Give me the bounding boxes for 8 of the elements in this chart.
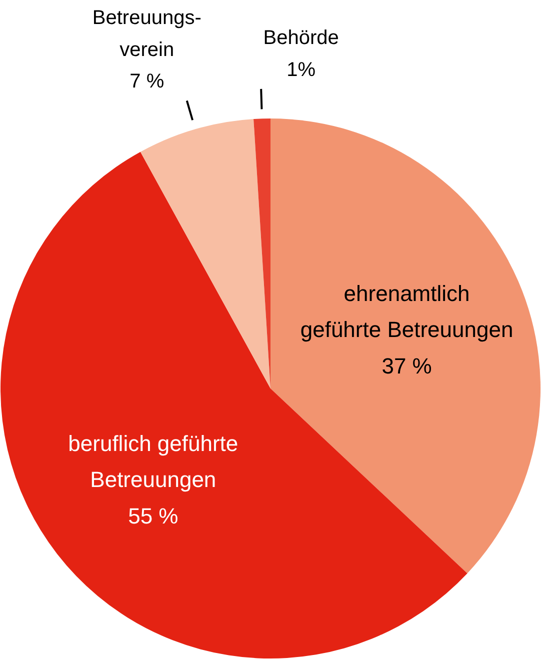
data-label: 1%	[286, 58, 316, 81]
data-label: 37 %	[382, 353, 432, 378]
slice-label: beruflich geführte Betreuungen	[68, 430, 238, 492]
slice-label: Behörde	[263, 27, 339, 50]
slice-label: ehrenamtlich geführte Betreuungen	[300, 280, 514, 342]
data-label: 55 %	[128, 503, 178, 528]
slice-label: Betreuungs- verein	[92, 6, 202, 61]
data-label: 7 %	[130, 70, 164, 93]
